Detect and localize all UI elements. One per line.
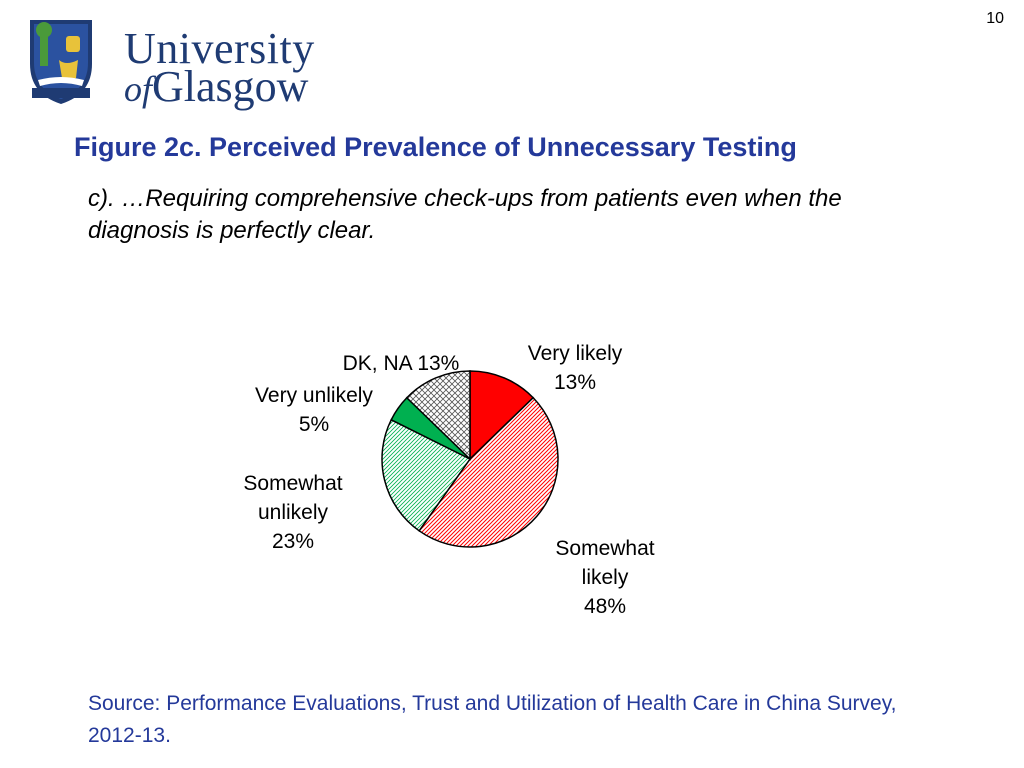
pie-label-somewhat-likely: Somewhat likely 48%: [555, 537, 654, 618]
figure-title: Figure 2c. Perceived Prevalence of Unnec…: [74, 132, 797, 162]
pie-slice-very-likely: [469, 370, 535, 461]
crest-icon: [30, 20, 92, 104]
pie-slice-somewhat-likely: [418, 396, 559, 548]
pie-label-very-unlikely: Very unlikely 5%: [255, 384, 373, 436]
figure-subtitle: c). …Requiring comprehensive check-ups f…: [88, 185, 842, 244]
pie-label-very-likely: Very likely 13%: [528, 342, 623, 394]
source-note: Source: Performance Evaluations, Trust a…: [88, 692, 897, 747]
logo-of-text: of: [124, 69, 153, 109]
pie-slice-somewhat-unlikely: [381, 418, 472, 532]
slide-number: 10: [986, 10, 1004, 27]
pie-chart: Very likely 13% Somewhat likely 48% Somewhat u…: [243, 342, 654, 618]
logo-university-text: University: [124, 24, 315, 73]
pie-slice-dk-na: [405, 370, 471, 461]
university-logo: University ofGlasgow: [26, 16, 316, 111]
logo-glasgow-text: Glasgow: [152, 62, 309, 111]
pie-label-somewhat-unlikely: Somewhat unlikely 23%: [243, 472, 342, 553]
pie-label-dk-na: DK, NA 13%: [343, 352, 460, 375]
